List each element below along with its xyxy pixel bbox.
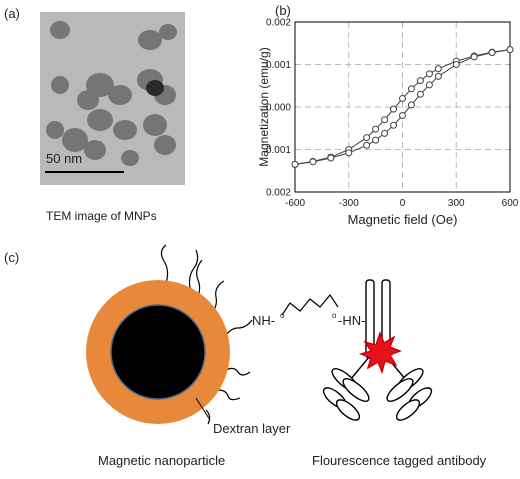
- panel-label: (b): [275, 3, 291, 18]
- linker-right: -HN-: [338, 313, 365, 328]
- data-point: [416, 90, 424, 98]
- data-point: [488, 49, 496, 57]
- antibody: [322, 279, 433, 421]
- data-point: [363, 141, 371, 149]
- plot-frame: [294, 21, 511, 193]
- data-point: [363, 134, 371, 142]
- x-tick-label: 600: [502, 198, 519, 209]
- y-axis-label: Magnetization (emu/g): [257, 47, 271, 166]
- caption: Magnetic nanoparticle: [98, 453, 225, 468]
- data-point: [407, 85, 415, 93]
- data-point: [390, 121, 398, 129]
- data-point: [425, 81, 433, 89]
- data-point: [416, 77, 424, 85]
- data-point: [381, 129, 389, 137]
- linker-left: NH-: [252, 313, 275, 328]
- data-point: [345, 149, 353, 157]
- x-tick-label: 300: [448, 198, 465, 209]
- y-tick-label: 0.000: [266, 103, 291, 114]
- x-tick-label: 0: [400, 198, 406, 209]
- data-point: [372, 136, 380, 144]
- data-point: [381, 116, 389, 124]
- caption: Flourescence tagged antibody: [312, 453, 487, 468]
- data-point: [434, 72, 442, 80]
- x-axis-label: Magnetic field (Oe): [348, 212, 458, 227]
- data-point: [399, 95, 406, 102]
- data-point: [390, 105, 398, 113]
- x-tick-label: -300: [339, 198, 359, 209]
- data-point: [372, 125, 380, 133]
- y-tick-label: 0.001: [266, 145, 291, 156]
- y-tick-label: 0.002: [266, 18, 291, 29]
- data-point: [506, 46, 514, 54]
- caption: TEM image of MNPs: [46, 209, 157, 223]
- panel-label: (c): [4, 250, 19, 265]
- data-point: [452, 61, 460, 68]
- data-point: [470, 53, 478, 61]
- x-tick-label: -600: [285, 198, 305, 209]
- y-tick-label: 0.001: [266, 60, 291, 71]
- data-point: [327, 154, 335, 162]
- scale-bar-label: 50 nm: [46, 151, 82, 166]
- linker-oxygen: o: [332, 311, 337, 320]
- linker-oxygen: o: [280, 311, 285, 320]
- tem-image: [40, 12, 185, 185]
- data-point: [309, 158, 317, 166]
- data-point: [399, 112, 406, 119]
- data-point: [291, 160, 299, 168]
- data-point: [425, 70, 433, 78]
- data-point: [407, 101, 415, 109]
- nanoparticle: [86, 244, 339, 425]
- y-tick-label: 0.002: [266, 188, 291, 199]
- dextran-label: Dextran layer: [213, 421, 291, 436]
- panel-label: (a): [4, 6, 20, 21]
- data-point: [434, 65, 442, 73]
